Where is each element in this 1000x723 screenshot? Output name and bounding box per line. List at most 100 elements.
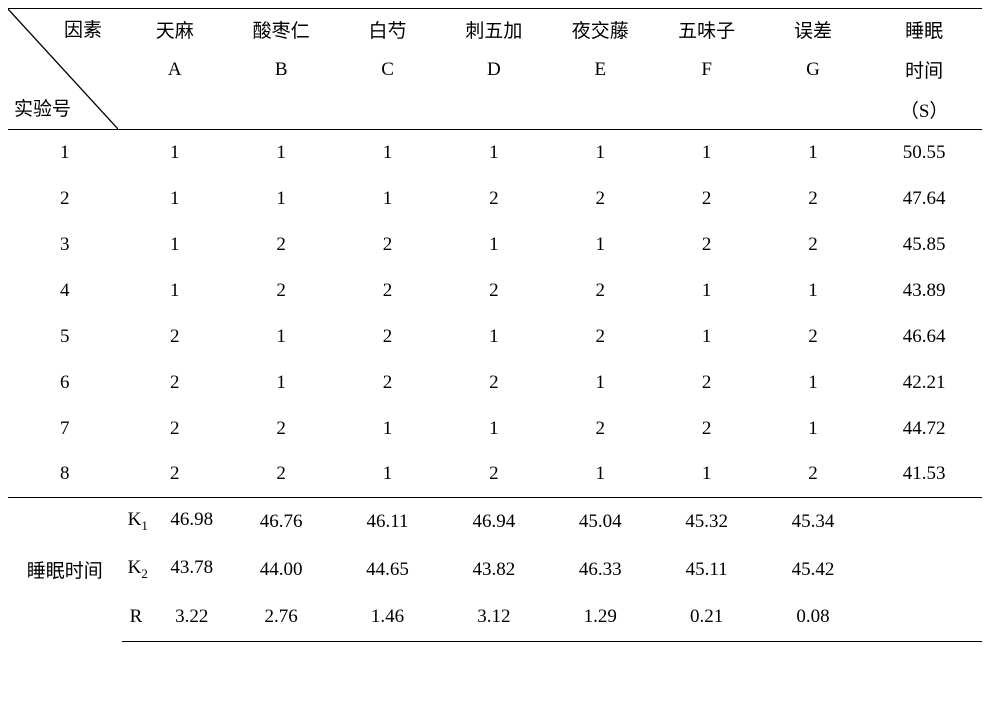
k2-value: 45.11 [653,546,759,594]
k1-value: 45.34 [760,498,866,546]
level-cell: 2 [441,268,547,314]
header-row: A B C D E F G 时间 [8,50,982,90]
result-header-line: （S） [866,90,982,130]
summary-label: 睡眠时间 [8,498,122,642]
level-cell: 1 [334,176,440,222]
level-cell: 1 [547,130,653,176]
summary-row-k2: K2 43.78 44.00 44.65 43.82 46.33 45.11 4… [8,546,982,594]
result-cell: 50.55 [866,130,982,176]
r-value: 2.76 [228,594,334,642]
level-cell: 2 [334,360,440,406]
level-cell: 1 [334,130,440,176]
r-value: 0.21 [653,594,759,642]
level-cell: 2 [122,406,228,452]
level-cell: 2 [653,176,759,222]
result-header-line: 时间 [866,50,982,90]
factor-letter: G [760,50,866,90]
k1-value: 46.98 [156,509,228,534]
header-factor-label: 因素 [64,15,102,42]
factor-name: 夜交藤 [547,9,653,50]
level-cell: 2 [334,314,440,360]
level-cell: 1 [760,130,866,176]
factor-letter: E [547,50,653,90]
level-cell: 1 [441,314,547,360]
r-cell: R 3.22 [122,594,228,642]
summary-row-k1: 睡眠时间 K1 46.98 46.76 46.11 46.94 45.04 45… [8,498,982,546]
level-cell: 1 [441,406,547,452]
k1-value: 46.11 [334,498,440,546]
level-cell: 2 [547,406,653,452]
level-cell: 1 [228,360,334,406]
level-cell: 2 [760,452,866,498]
level-cell: 2 [334,222,440,268]
k1-value: 46.76 [228,498,334,546]
r-value: 1.29 [547,594,653,642]
table-row: 7 2 2 1 1 2 2 1 44.72 [8,406,982,452]
level-cell: 2 [441,360,547,406]
factor-name: 刺五加 [441,9,547,50]
r-value: 3.12 [441,594,547,642]
k2-value: 44.65 [334,546,440,594]
k1-value: 46.94 [441,498,547,546]
level-cell: 1 [334,452,440,498]
level-cell: 2 [547,314,653,360]
k2-value: 46.33 [547,546,653,594]
level-cell: 2 [228,406,334,452]
level-cell: 2 [760,222,866,268]
factor-name: 白芍 [334,9,440,50]
level-cell: 2 [334,268,440,314]
result-cell: 43.89 [866,268,982,314]
level-cell: 1 [228,130,334,176]
level-cell: 1 [760,406,866,452]
level-cell: 1 [653,268,759,314]
level-cell: 2 [122,360,228,406]
exp-number: 5 [8,314,122,360]
exp-number: 3 [8,222,122,268]
factor-letter: F [653,50,759,90]
factor-letter: C [334,50,440,90]
level-cell: 1 [228,314,334,360]
level-cell: 1 [653,130,759,176]
result-cell: 41.53 [866,452,982,498]
level-cell: 1 [760,360,866,406]
k2-value: 45.42 [760,546,866,594]
level-cell: 1 [653,452,759,498]
r-label: R [122,606,156,628]
factor-letter: A [122,50,228,90]
level-cell: 1 [760,268,866,314]
result-cell: 45.85 [866,222,982,268]
level-cell: 2 [228,452,334,498]
level-cell: 1 [334,406,440,452]
level-cell: 1 [122,268,228,314]
k2-value: 43.82 [441,546,547,594]
k2-label: K2 [122,557,156,582]
header-experiment-label: 实验号 [14,94,71,121]
orthogonal-design-table: 因素 实验号 天麻 酸枣仁 白芍 刺五加 夜交藤 五味子 误差 睡眠 A B C… [8,8,982,642]
exp-number: 7 [8,406,122,452]
table-row: 1 1 1 1 1 1 1 1 50.55 [8,130,982,176]
level-cell: 1 [547,360,653,406]
level-cell: 1 [547,222,653,268]
level-cell: 2 [441,176,547,222]
factor-name: 天麻 [122,9,228,50]
k1-value: 45.32 [653,498,759,546]
exp-number: 8 [8,452,122,498]
factor-letter: D [441,50,547,90]
factor-name: 酸枣仁 [228,9,334,50]
header-row: （S） [8,90,982,130]
result-cell: 42.21 [866,360,982,406]
exp-number: 6 [8,360,122,406]
result-header-line: 睡眠 [866,9,982,50]
level-cell: 1 [441,130,547,176]
factor-name: 五味子 [653,9,759,50]
level-cell: 1 [547,452,653,498]
level-cell: 1 [228,176,334,222]
level-cell: 2 [547,268,653,314]
level-cell: 1 [122,130,228,176]
level-cell: 2 [122,314,228,360]
diagonal-header-cell: 因素 实验号 [8,9,118,129]
header-row: 因素 实验号 天麻 酸枣仁 白芍 刺五加 夜交藤 五味子 误差 睡眠 [8,9,982,50]
level-cell: 2 [441,452,547,498]
table-row: 4 1 2 2 2 2 1 1 43.89 [8,268,982,314]
level-cell: 2 [228,268,334,314]
